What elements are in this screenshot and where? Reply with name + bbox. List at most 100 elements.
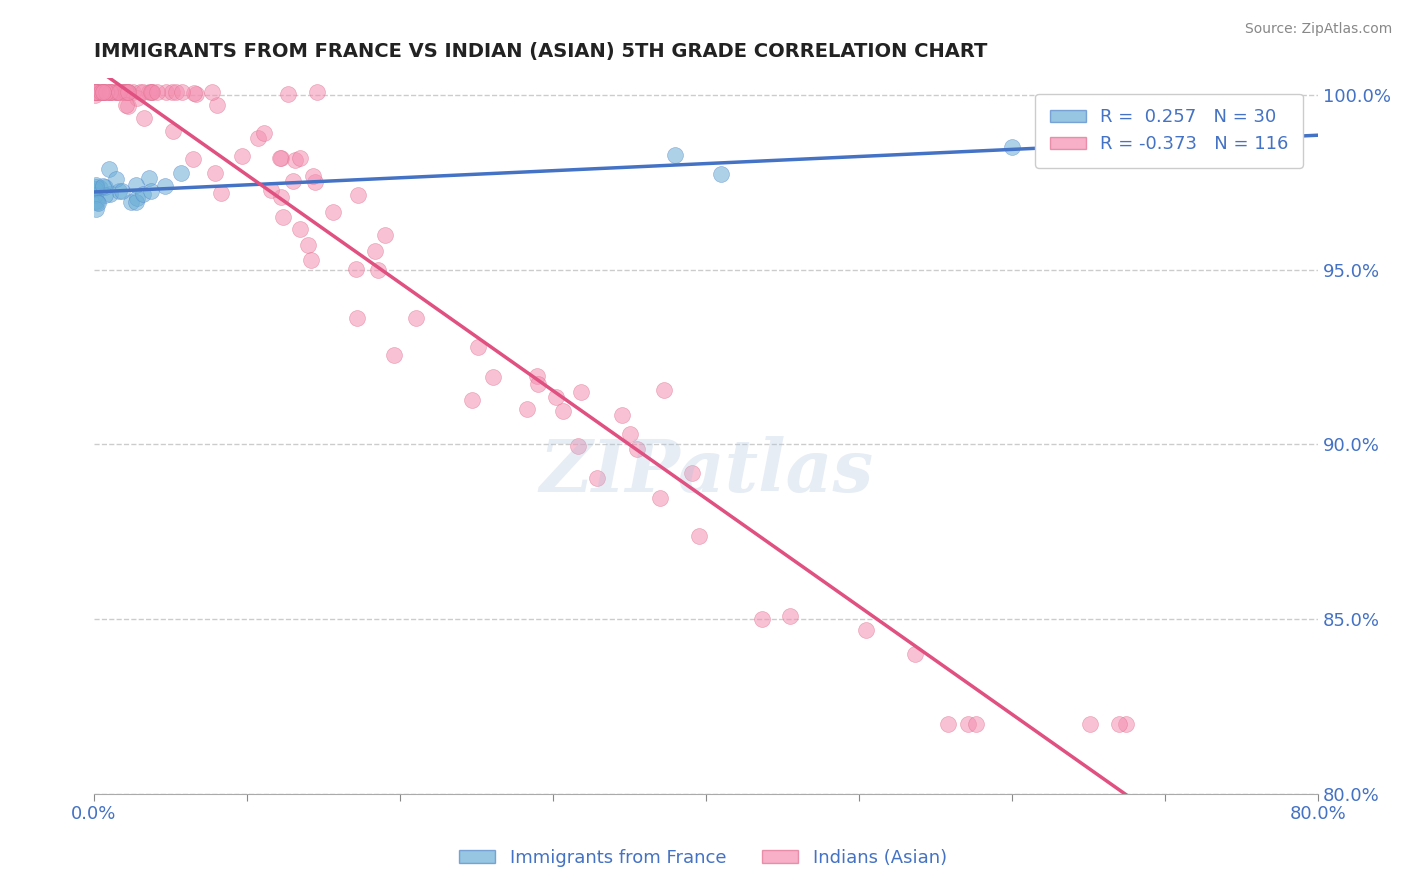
Point (125, 195, 148, 210)
Point (101, 85, 124, 99)
Point (84, 85, 107, 99)
Point (231, 149, 253, 163)
Point (652, 384, 675, 398)
Point (115, 85, 138, 99)
Point (183, 152, 205, 166)
Point (141, 85, 163, 99)
Point (172, 85, 194, 99)
Point (681, 467, 703, 481)
Point (138, 171, 160, 186)
Point (94, 85, 117, 99)
Point (460, 392, 482, 407)
Point (612, 409, 634, 423)
Point (779, 609, 801, 624)
Point (104, 172, 127, 186)
Point (904, 647, 927, 661)
Point (83, 85, 105, 99)
Point (83, 85, 105, 99)
Point (186, 87, 208, 101)
Point (855, 623, 877, 637)
Point (382, 347, 405, 361)
Point (270, 151, 292, 165)
Point (664, 148, 686, 162)
Point (141, 85, 163, 99)
Point (155, 179, 177, 194)
Point (166, 85, 188, 99)
Point (97, 85, 120, 99)
Text: Source: ZipAtlas.com: Source: ZipAtlas.com (1244, 22, 1392, 37)
Point (117, 85, 139, 99)
Point (467, 340, 489, 354)
Point (253, 126, 276, 140)
Point (160, 85, 183, 99)
Point (91, 85, 114, 99)
Point (89, 181, 111, 195)
Point (120, 194, 142, 209)
Point (688, 529, 710, 543)
Point (269, 151, 291, 165)
Point (128, 85, 150, 99)
Point (751, 612, 773, 626)
Point (117, 99, 139, 113)
Point (105, 85, 128, 99)
Point (209, 186, 232, 201)
Point (648, 491, 671, 505)
Point (132, 111, 155, 125)
Point (1115, 716, 1137, 731)
Point (86, 85, 108, 99)
Point (115, 98, 138, 112)
Point (94, 180, 117, 194)
Point (111, 184, 134, 198)
Point (162, 123, 184, 137)
Legend: Immigrants from France, Indians (Asian): Immigrants from France, Indians (Asian) (451, 842, 955, 874)
Point (246, 130, 269, 145)
Point (936, 716, 959, 731)
Point (84, 194, 107, 208)
Point (516, 402, 538, 417)
Point (201, 85, 224, 99)
Point (347, 187, 370, 202)
Point (284, 153, 307, 167)
Point (98, 186, 121, 201)
Point (569, 385, 592, 400)
Point (965, 716, 987, 731)
Point (94, 187, 117, 202)
Point (270, 190, 292, 204)
Point (553, 404, 575, 418)
Point (86, 85, 108, 99)
Point (84, 85, 107, 99)
Point (205, 97, 228, 112)
Point (146, 85, 169, 99)
Point (139, 184, 162, 198)
Point (84, 85, 107, 99)
Point (304, 175, 326, 189)
Point (956, 716, 979, 731)
Point (132, 186, 155, 201)
Point (107, 85, 129, 99)
Point (281, 174, 304, 188)
Point (96, 85, 118, 99)
Point (619, 426, 641, 441)
Point (107, 184, 129, 198)
Point (132, 85, 155, 99)
Point (1078, 716, 1101, 731)
Point (91, 85, 114, 99)
Point (98, 161, 121, 176)
Point (1077, 140, 1099, 154)
Text: ZIPatlas: ZIPatlas (538, 436, 873, 507)
Point (346, 310, 368, 325)
Point (271, 210, 294, 224)
Point (259, 183, 281, 197)
Point (117, 85, 139, 99)
Point (367, 262, 389, 277)
Point (105, 85, 128, 99)
Point (98, 85, 121, 99)
Point (204, 166, 226, 180)
Point (86, 202, 108, 217)
Point (290, 151, 312, 165)
Point (111, 85, 134, 99)
Point (297, 237, 319, 252)
Point (405, 310, 427, 325)
Point (89, 85, 111, 99)
Point (86, 179, 108, 194)
